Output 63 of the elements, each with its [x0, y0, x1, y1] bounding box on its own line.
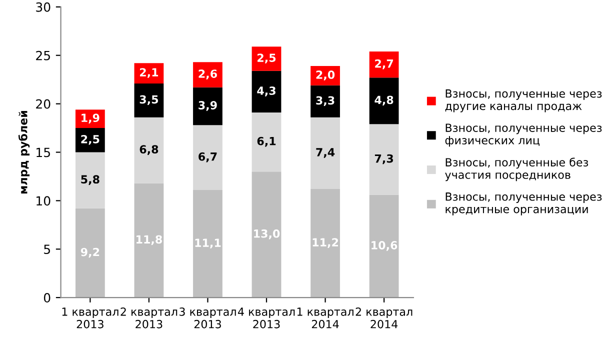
data-label: 7,3: [374, 154, 394, 164]
y-tick-label: 25: [36, 50, 50, 60]
bar: [369, 51, 399, 78]
y-tick-label: 10: [36, 196, 50, 206]
bar: [193, 62, 222, 88]
data-label: 2,1: [140, 68, 158, 78]
bar: [75, 152, 105, 208]
bar: [252, 172, 282, 298]
x-tick-label: 1 квартал 2013: [62, 308, 118, 328]
x-tick-label: 2 квартал 2014: [356, 307, 412, 328]
data-label: 5,8: [81, 175, 100, 185]
bar: [310, 117, 340, 190]
data-label: 13,0: [254, 229, 280, 240]
bar: [193, 125, 222, 190]
data-label: 11,2: [312, 238, 338, 248]
data-label: 1,9: [82, 114, 100, 124]
data-label: 3,3: [316, 96, 334, 106]
bar: [369, 124, 399, 195]
x-tick-label: 1 квартал 2014: [297, 308, 354, 328]
bar: [193, 87, 222, 126]
data-label: 10,6: [372, 241, 398, 251]
y-tick-label: 20: [36, 99, 50, 109]
bar: [252, 112, 282, 172]
legend-label: Взносы, полученные через кредитные организации: [446, 192, 602, 216]
x-tick-label: 3 квартал 2013: [180, 307, 236, 328]
data-label: 4,8: [374, 96, 394, 106]
data-label: 11,8: [136, 235, 162, 246]
bar: [252, 70, 282, 113]
legend-label: Взносы, полученные без участия посредников: [445, 158, 588, 182]
x-tick-label: 4 квартал 2013: [238, 308, 295, 328]
x-tick-label: 2 квартал 2013: [120, 307, 178, 328]
y-tick-label: 5: [44, 244, 50, 254]
bar: [193, 190, 222, 298]
bar: [369, 194, 399, 298]
data-label: 2,5: [258, 54, 276, 64]
data-label: 6,1: [257, 136, 276, 147]
bar: [134, 83, 164, 118]
data-label: 2,6: [198, 70, 217, 80]
data-label: 7,4: [316, 148, 335, 158]
bar: [252, 46, 282, 71]
legend-label: Взносы, полученные через другие каналы продаж: [445, 89, 602, 112]
bar: [134, 117, 164, 184]
y-tick-label: 30: [36, 2, 50, 12]
y-tick-label: 15: [36, 148, 50, 158]
bar: [310, 85, 340, 118]
bar: [75, 208, 105, 298]
bar: [75, 128, 105, 152]
data-label: 2,7: [375, 59, 394, 70]
data-label: 2,0: [316, 70, 335, 80]
data-label: 11,1: [195, 238, 221, 248]
data-label: 3,5: [140, 95, 158, 106]
data-label: 3,9: [198, 101, 217, 111]
data-label: 6,7: [198, 152, 217, 162]
legend-label: Взносы, полученные через физических лиц: [445, 124, 602, 147]
data-label: 6,8: [140, 145, 158, 155]
y-axis-title: млрд рублей: [18, 110, 30, 194]
data-label: 4,3: [257, 86, 276, 96]
data-label: 9,2: [80, 248, 100, 258]
y-tick-label: 0: [44, 293, 50, 302]
data-label: 2,5: [81, 134, 100, 145]
bar: [134, 183, 164, 298]
bar: [310, 189, 340, 298]
bar: [369, 78, 399, 124]
